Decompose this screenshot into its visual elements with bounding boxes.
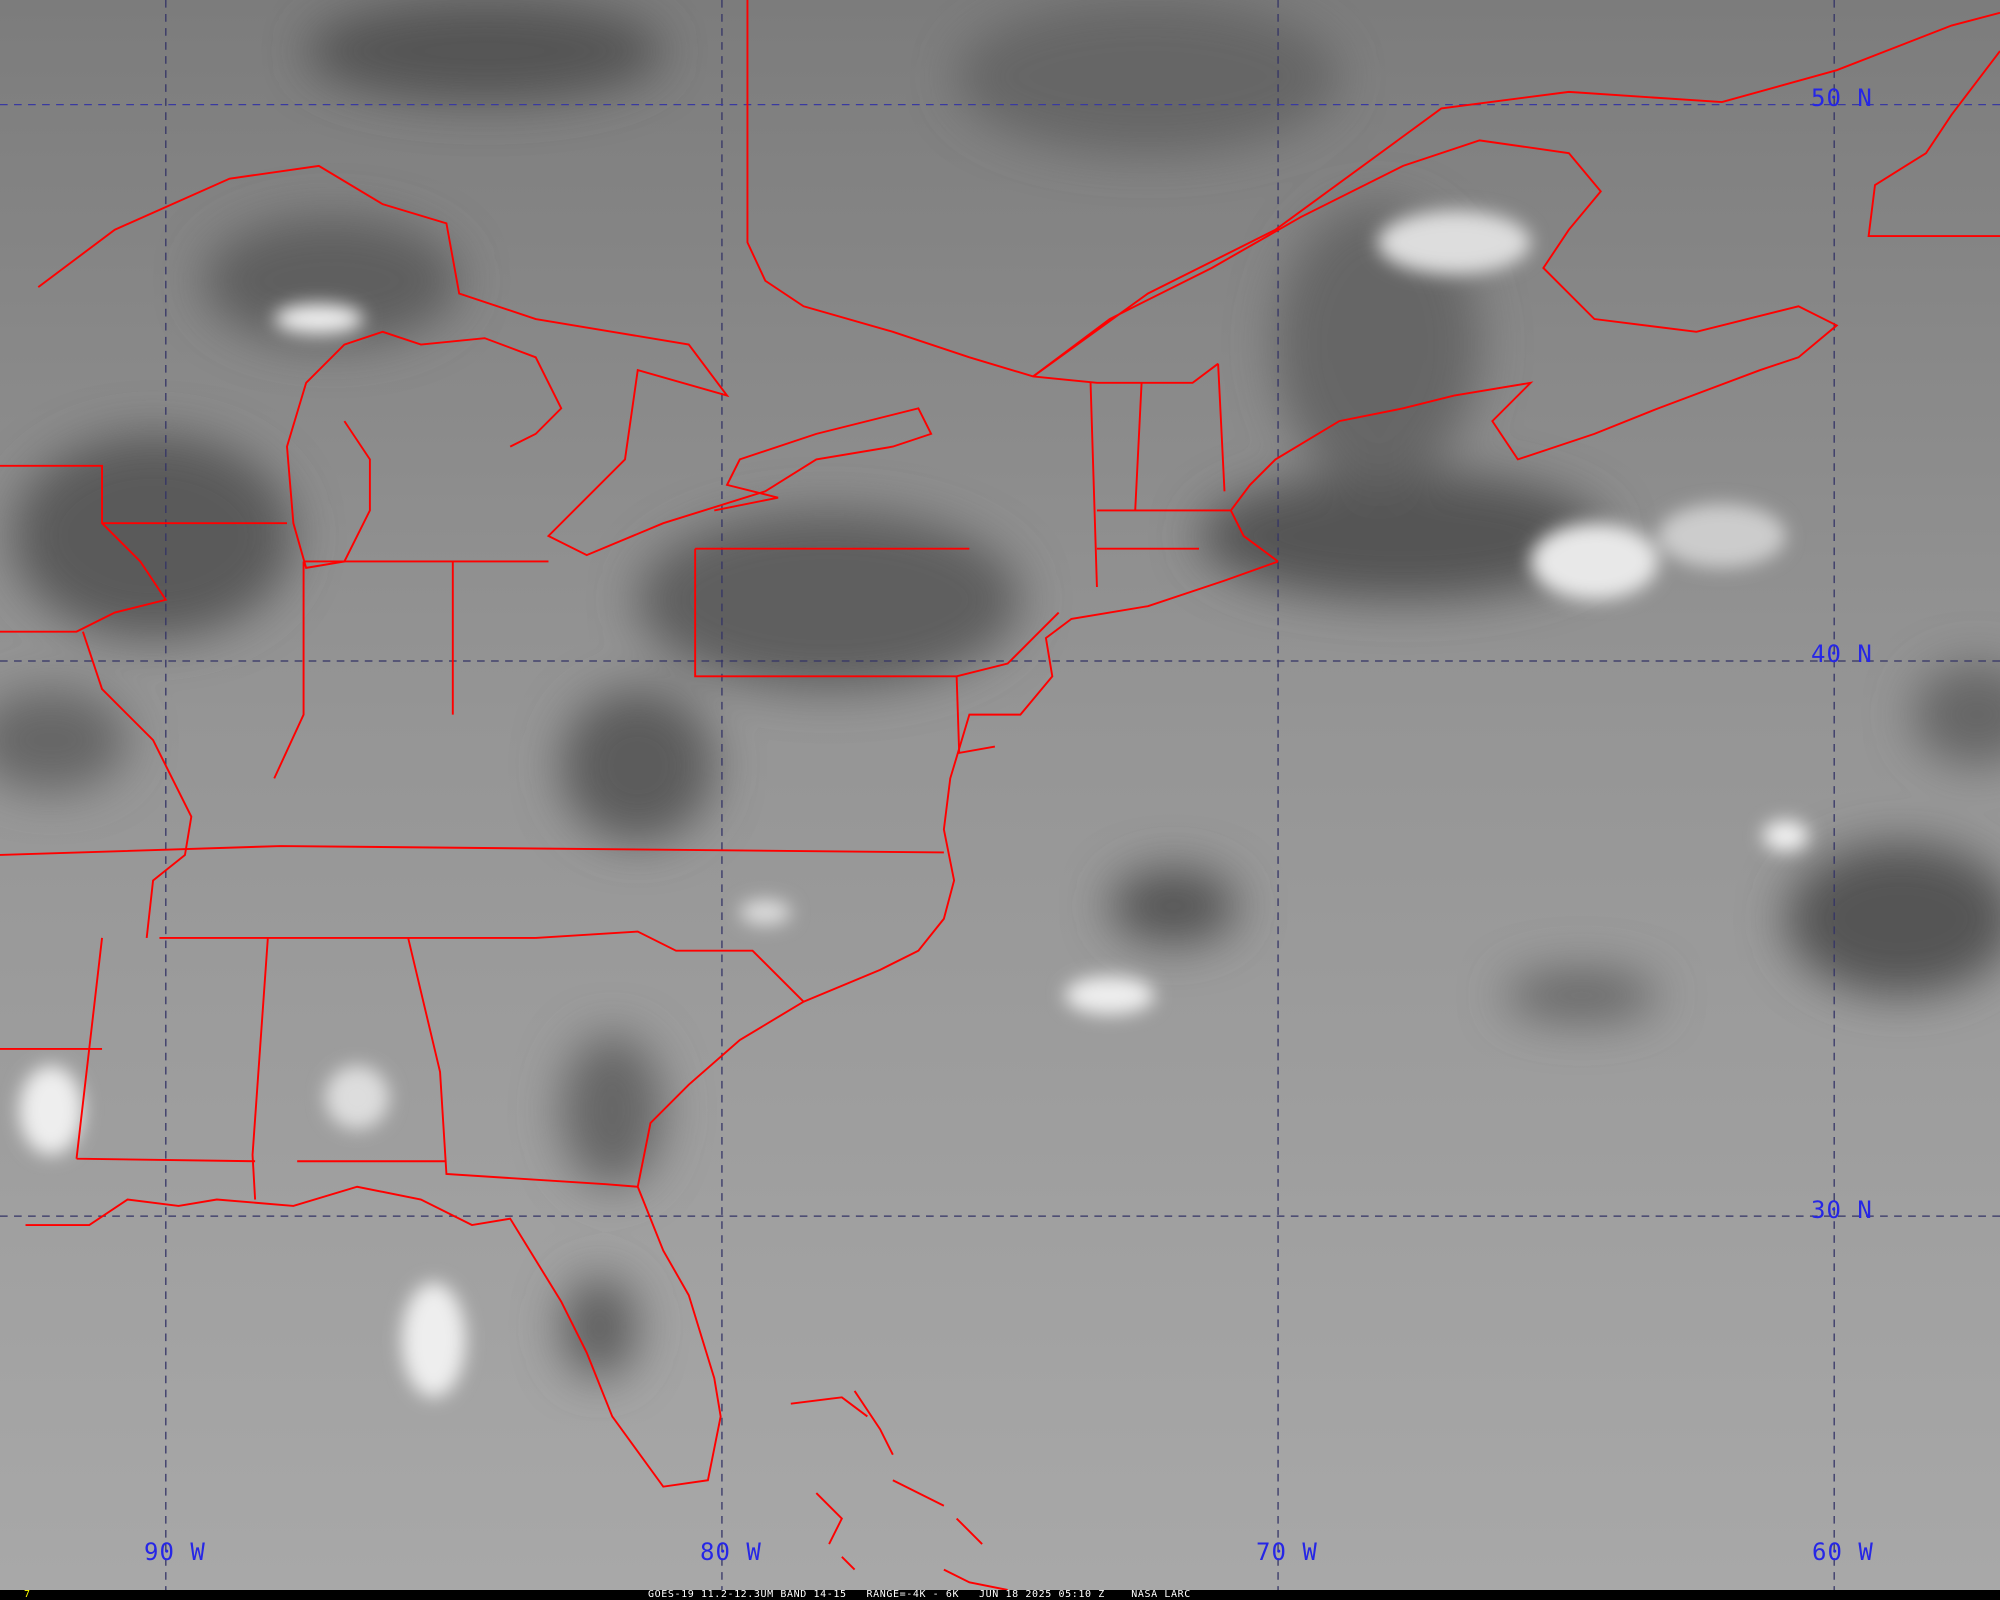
lat-label-30n: 30 N (1811, 1196, 1873, 1224)
image-caption: GOES-19 11.2-12.3UM BAND 14-15 RANGE=-4K… (648, 1589, 1191, 1600)
cuba-edge (943, 1568, 1008, 1590)
great-lakes (37, 164, 933, 569)
cloud-field-bright (19, 210, 1809, 1398)
canada-coastline (1032, 139, 1839, 563)
lon-label-60w: 60 W (1812, 1538, 1874, 1566)
bahamas (790, 1390, 983, 1571)
lat-label-50n: 50 N (1811, 84, 1873, 112)
lon-label-70w: 70 W (1256, 1538, 1318, 1566)
canada-us-border-west (746, 0, 1219, 384)
cloud-field-dark (0, 0, 2000, 1379)
newfoundland (1867, 50, 2000, 238)
east-coastline (25, 560, 1279, 1488)
mississippi-river (82, 631, 193, 939)
frame-number: 7 (24, 1589, 31, 1600)
lon-label-80w: 80 W (700, 1538, 762, 1566)
state-borders (0, 363, 1231, 1200)
st-lawrence-north-shore (1032, 11, 2000, 378)
lon-label-90w: 90 W (144, 1538, 206, 1566)
caption-bar: 7 GOES-19 11.2-12.3UM BAND 14-15 RANGE=-… (0, 1589, 2000, 1600)
lat-label-40n: 40 N (1811, 640, 1873, 668)
